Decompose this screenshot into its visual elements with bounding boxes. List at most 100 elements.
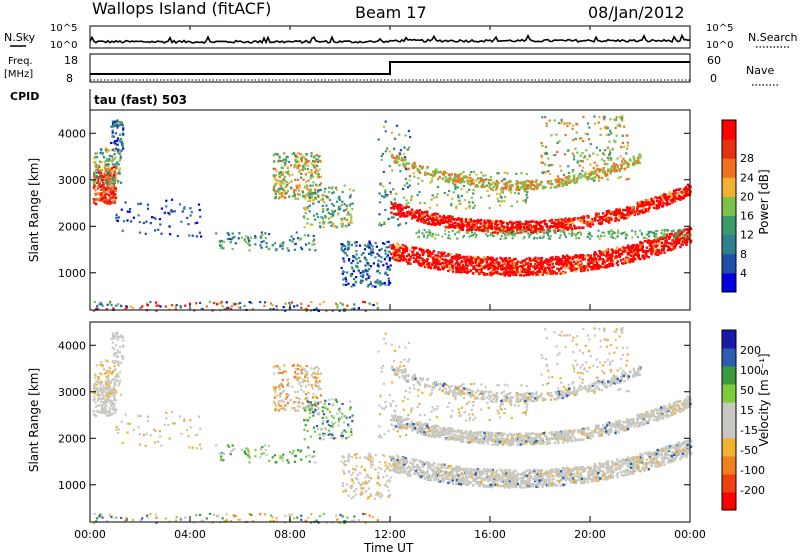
power-cell (254, 235, 257, 238)
noise-left-tick-top: 10^5 (50, 23, 77, 34)
power-cell (407, 167, 410, 170)
power-cell (680, 190, 683, 194)
power-cell (622, 231, 625, 234)
power-cell (113, 149, 116, 152)
power-cell (631, 258, 635, 261)
power-cell (642, 201, 645, 204)
power-cell (578, 264, 582, 267)
power-cell (114, 124, 117, 127)
power-cell (598, 219, 601, 222)
power-cell (514, 257, 517, 261)
power-cell (281, 160, 284, 163)
power-cell (508, 185, 512, 188)
power-cell (286, 184, 289, 187)
power-cell (558, 269, 561, 272)
power-cell (474, 185, 477, 188)
power-cell (273, 168, 277, 171)
power-cell (457, 256, 460, 260)
power-cell (644, 252, 648, 256)
power-cell (571, 218, 574, 221)
power-cell (111, 159, 114, 162)
power-cell (414, 246, 417, 250)
power-cell (579, 172, 583, 176)
power-cell (666, 196, 670, 199)
power-cell (612, 258, 615, 262)
power-cell (485, 230, 487, 233)
power-cell (562, 256, 565, 259)
power-cell (459, 225, 462, 229)
power-cell (586, 269, 590, 272)
power-cell (567, 218, 570, 222)
power-cell (510, 230, 513, 233)
power-cell (627, 248, 630, 251)
power-cell (610, 210, 613, 213)
power-cell (660, 236, 663, 239)
power-cell (647, 241, 650, 245)
power-cell (592, 263, 595, 266)
power-cell (545, 229, 548, 232)
y-tick-label: 3000 (58, 174, 86, 187)
power-cell (478, 270, 481, 273)
power-cell (306, 206, 310, 209)
power-cell (623, 167, 626, 171)
power-cell (525, 185, 528, 189)
power-cell (597, 267, 600, 270)
power-cell (519, 182, 522, 185)
power-cell (576, 159, 579, 162)
power-cell (460, 217, 463, 221)
velocity-cell (101, 397, 104, 400)
power-cell (482, 185, 485, 189)
power-cell (351, 202, 354, 205)
power-cell (318, 225, 322, 228)
power-cell (334, 209, 337, 213)
power-cell (471, 201, 474, 204)
power-cell (309, 192, 312, 195)
power-cell (628, 260, 631, 264)
power-cell (551, 266, 554, 269)
velocity-cell (94, 401, 97, 404)
power-cell (636, 206, 639, 209)
power-cell (106, 173, 109, 176)
velocity-cell (105, 393, 108, 397)
power-cell (349, 213, 352, 216)
power-cell (105, 159, 108, 162)
power-cell (486, 219, 490, 222)
power-cell (651, 199, 654, 202)
power-cell (643, 210, 646, 214)
power-cell (430, 173, 433, 176)
power-cell (589, 171, 592, 174)
power-cell (587, 215, 590, 218)
power-cell (436, 254, 439, 257)
power-cell (531, 231, 535, 234)
power-cell (515, 262, 519, 265)
power-cell (110, 187, 113, 190)
power-cell (104, 149, 108, 152)
power-cell (399, 256, 402, 259)
power-cell (472, 219, 476, 223)
power-cell (317, 155, 320, 158)
power-cell (504, 261, 507, 265)
power-cell (596, 168, 599, 171)
power-cell (436, 259, 439, 262)
power-cell (99, 199, 102, 202)
power-cell (576, 177, 579, 181)
power-cell (606, 170, 610, 173)
power-cell (462, 184, 466, 188)
power-cell (377, 259, 380, 262)
power-cell (345, 283, 348, 286)
power-cell (102, 189, 105, 192)
power-cell (553, 231, 556, 234)
power-cell (99, 148, 103, 151)
power-cell (488, 206, 491, 210)
power-cell (294, 189, 297, 192)
power-cell (474, 220, 478, 223)
power-cell (480, 178, 483, 182)
power-cell (95, 178, 98, 181)
power-cell (96, 167, 99, 171)
power-cell (329, 213, 332, 216)
power-cell (541, 225, 544, 229)
power-cell (455, 205, 458, 208)
power-cell (315, 168, 318, 171)
power-cell (656, 206, 660, 209)
power-cell (499, 256, 502, 260)
